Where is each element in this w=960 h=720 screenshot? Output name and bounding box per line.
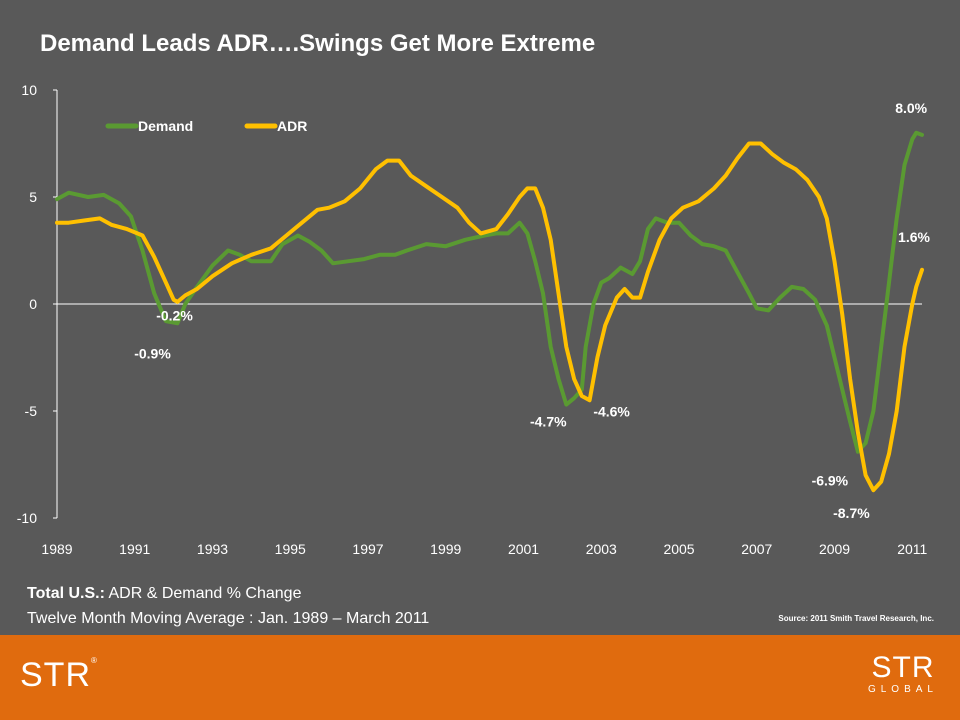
annotations: -0.9% -0.2% -4.7% -4.6% -6.9% -8.7% 8.0% 1.6% (134, 100, 930, 521)
data-label: -4.6% (593, 403, 630, 419)
data-label: -0.9% (134, 345, 171, 361)
x-tick-label: 2011 (897, 541, 927, 557)
data-label: 8.0% (895, 100, 927, 116)
legend-label-adr: ADR (277, 118, 307, 134)
y-tick-label: -5 (25, 403, 38, 419)
source-note: Source: 2011 Smith Travel Research, Inc. (778, 614, 934, 623)
x-tick-label: 2007 (741, 541, 772, 557)
x-tick-label: 1999 (430, 541, 461, 557)
str-global-logo: STR GLOBAL (868, 652, 938, 696)
y-tick-label: 10 (21, 82, 37, 98)
x-tick-label: 1995 (275, 541, 306, 557)
str-global-logo-big: STR (871, 651, 935, 684)
x-tick-label: 2009 (819, 541, 850, 557)
y-tick-label: 5 (29, 189, 37, 205)
data-label: 1.6% (898, 229, 930, 245)
str-global-logo-small: GLOBAL (867, 684, 938, 695)
data-label: -4.7% (530, 414, 567, 430)
footnote-rest: ADR & Demand % Change (104, 585, 302, 602)
data-label: -8.7% (833, 505, 870, 521)
y-tick-label: 0 (29, 296, 37, 312)
chart-title: Demand Leads ADR….Swings Get More Extrem… (40, 30, 596, 57)
x-tick-label: 2003 (586, 541, 617, 557)
x-tick-label: 1993 (197, 541, 228, 557)
data-label: -6.9% (812, 473, 849, 489)
footnote-bold: Total U.S.: (27, 585, 105, 602)
footnote-line-1: Total U.S.: ADR & Demand % Change (27, 585, 301, 603)
legend: Demand ADR (105, 118, 307, 134)
y-tick-label: -10 (17, 510, 37, 526)
str-logo: STR® (20, 656, 98, 694)
footnote-line-2: Twelve Month Moving Average : Jan. 1989 … (27, 610, 430, 627)
footer-band (0, 635, 960, 720)
str-logo-text: STR (20, 656, 91, 694)
series-lines (55, 130, 924, 493)
x-tick-label: 1989 (41, 541, 72, 557)
legend-label-demand: Demand (138, 118, 193, 134)
x-tick-label: 2005 (663, 541, 694, 557)
x-tick-label: 1997 (352, 541, 383, 557)
x-tick-label: 1991 (119, 541, 150, 557)
series-line-adr (55, 141, 924, 493)
data-label: -0.2% (156, 307, 193, 323)
x-tick-label: 2001 (508, 541, 539, 557)
series-line-demand (55, 130, 924, 454)
